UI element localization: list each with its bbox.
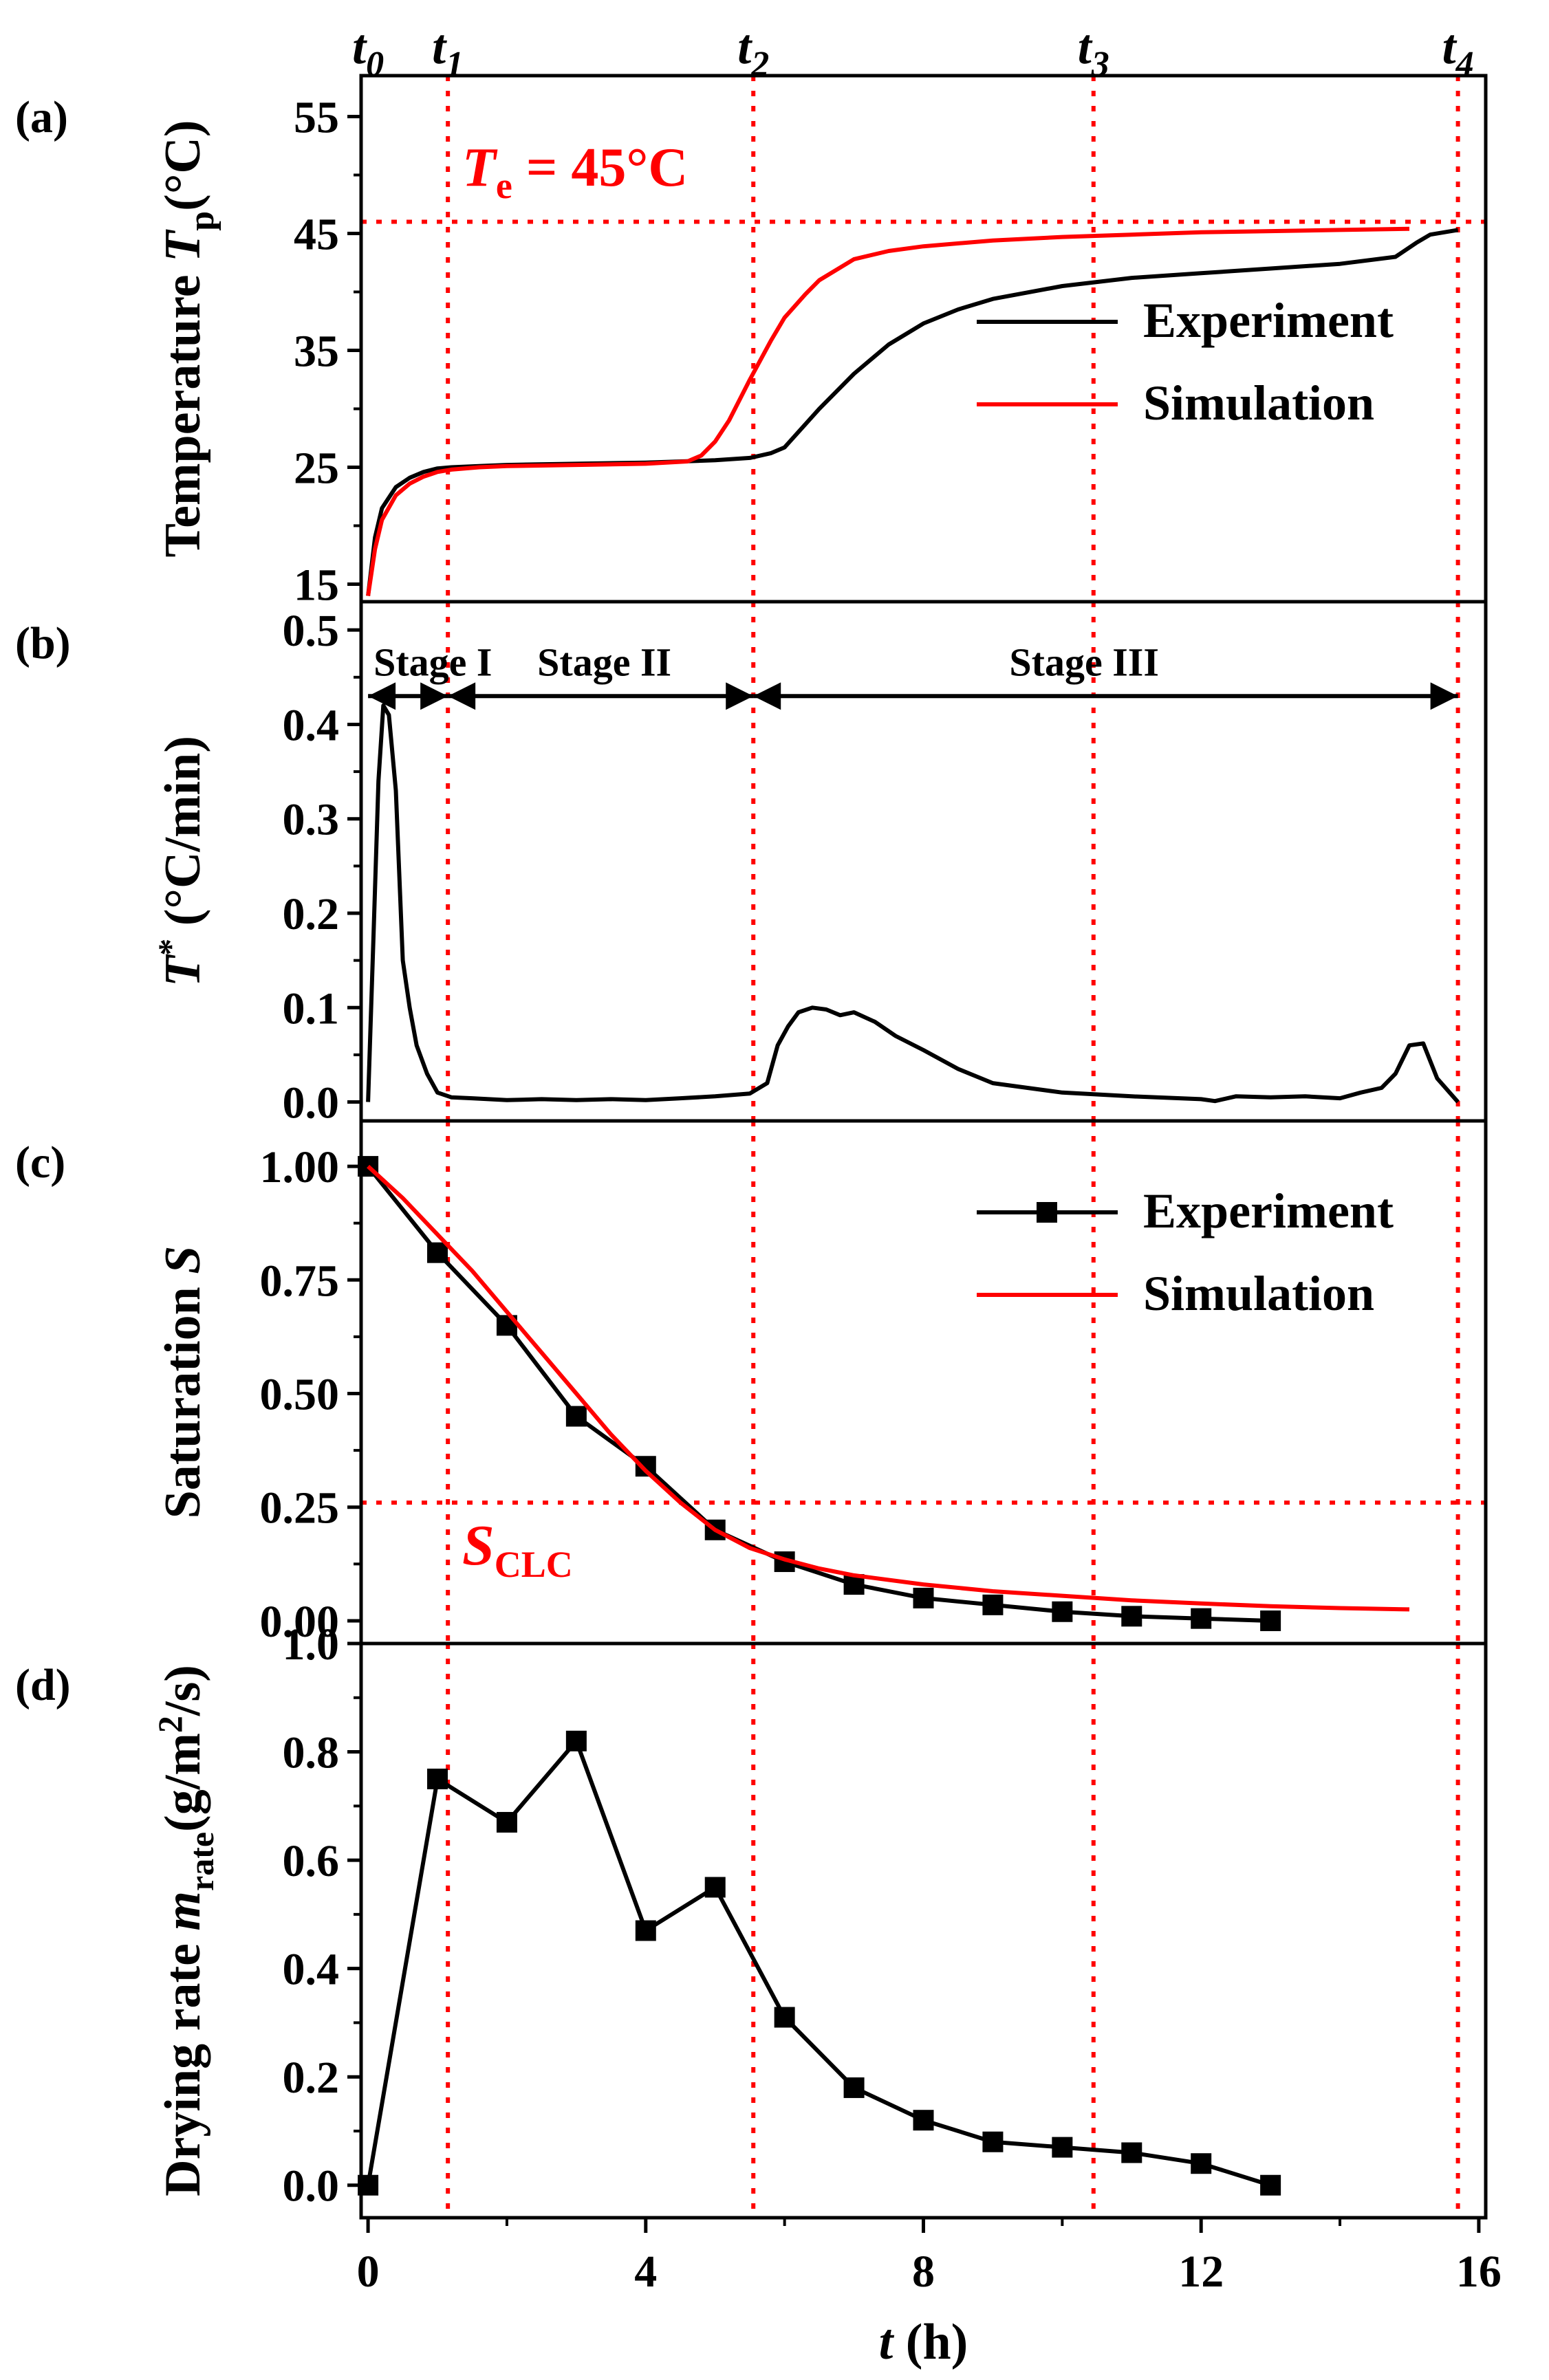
legend-label-c-0: Experiment (1143, 1183, 1394, 1238)
series-line-c-experiment (366, 1165, 1271, 1623)
ytick-label-b-3: 0.3 (283, 795, 340, 845)
xlabel: t (h) (879, 2314, 968, 2370)
ytick-label-b-0: 0.0 (283, 1078, 340, 1128)
panel-c: 0.00 0.25 0.50 0.75 1.00 (c) Experiment Simulat… (15, 1119, 1488, 1647)
legend-label-a-1: Simulation (1143, 375, 1374, 430)
panel-frame-b (359, 600, 1488, 1123)
legend-label-a-0: Experiment (1143, 293, 1394, 348)
series-line-a-simulation (366, 226, 1410, 596)
point-d-drying-rate-1 (427, 1768, 448, 1789)
ylabel-a: Temperature Tp(°C) (155, 120, 221, 558)
ylabel-c: Saturation S (155, 1246, 211, 1519)
ytick-label-d-2: 0.4 (283, 1945, 340, 1995)
series-line-a-experiment (366, 228, 1459, 596)
time-marker-t0: t0 (352, 19, 384, 84)
ytick-label-c-3: 0.75 (260, 1256, 340, 1306)
xtick-label-0: 0 (357, 2247, 380, 2297)
xtick-label-3: 12 (1178, 2247, 1224, 2297)
ytick-label-c-4: 1.00 (260, 1142, 340, 1192)
ylabel-d: Drying rate mrate(g/m2/s) (151, 1665, 221, 2196)
ytick-label-a-3: 45 (294, 210, 339, 260)
legend-marker-c-0 (1037, 1202, 1057, 1223)
point-d-drying-rate-10 (1052, 2137, 1073, 2158)
point-c-experiment-10 (1052, 1601, 1073, 1622)
panel-label-c: (c) (15, 1137, 65, 1188)
time-marker-t1: t1 (432, 19, 464, 84)
series-line-c-simulation (367, 1164, 1410, 1612)
ylabel-b: T* (°C/min) (151, 736, 211, 987)
point-d-drying-rate-13 (1260, 2174, 1281, 2196)
ytick-label-b-4: 0.4 (283, 700, 340, 750)
ytick-label-a-4: 55 (294, 93, 339, 143)
panel-a: 15 25 35 45 55 (a) Experiment Simulation Tempera… (15, 74, 1488, 611)
panel-d: 0.0 0.2 0.4 0.6 0.8 1.0 (d) Drying rate mrate(g… (15, 1619, 1502, 2370)
legend-label-c-1: Simulation (1143, 1266, 1374, 1321)
ytick-label-d-4: 0.8 (283, 1728, 340, 1778)
point-c-experiment-3 (565, 1406, 587, 1427)
series-line-d-drying-rate (366, 1738, 1271, 2187)
xtick-label-4: 16 (1456, 2247, 1502, 2297)
point-d-drying-rate-9 (982, 2131, 1004, 2152)
ytick-label-a-0: 15 (294, 560, 339, 611)
point-d-drying-rate-8 (913, 2110, 934, 2131)
point-c-experiment-1 (427, 1242, 448, 1263)
ytick-label-c-1: 0.25 (260, 1483, 340, 1533)
point-c-experiment-8 (913, 1587, 934, 1608)
point-d-drying-rate-2 (496, 1811, 517, 1833)
point-d-drying-rate-6 (774, 2007, 795, 2028)
panel-frame-d (359, 1641, 1488, 2220)
ytick-label-d-5: 1.0 (283, 1619, 340, 1670)
point-d-drying-rate-12 (1191, 2153, 1212, 2174)
point-c-experiment-11 (1121, 1606, 1142, 1627)
series-line-b-t- (366, 703, 1460, 1104)
point-d-drying-rate-7 (843, 2077, 865, 2098)
time-marker-t4: t4 (1442, 19, 1474, 84)
panel-b: 0.0 0.1 0.2 0.3 0.4 0.5 (b) T* (°C/min) Stage I S… (15, 600, 1488, 1128)
point-d-drying-rate-3 (565, 1730, 587, 1751)
panel-label-d: (d) (15, 1660, 71, 1710)
stage-label-1: Stage II (537, 640, 671, 684)
xtick-label-1: 4 (634, 2247, 657, 2297)
point-c-experiment-12 (1191, 1608, 1212, 1629)
ytick-label-d-3: 0.6 (283, 1836, 340, 1886)
ytick-label-b-1: 0.1 (283, 983, 340, 1034)
panel-label-a: (a) (15, 92, 68, 142)
ytick-label-a-1: 25 (294, 444, 339, 494)
xtick-label-2: 8 (912, 2247, 935, 2297)
ytick-label-c-0: 0.00 (260, 1597, 340, 1647)
panel-label-b: (b) (15, 618, 71, 668)
ytick-label-d-0: 0.0 (283, 2161, 340, 2212)
point-d-drying-rate-11 (1121, 2142, 1142, 2163)
time-marker-t3: t3 (1078, 19, 1109, 84)
time-marker-t2: t2 (737, 19, 769, 84)
stage-label-2: Stage III (1009, 640, 1159, 684)
point-d-drying-rate-4 (635, 1920, 656, 1941)
point-d-drying-rate-5 (704, 1877, 726, 1898)
ytick-label-b-5: 0.5 (283, 606, 340, 656)
ytick-label-a-2: 35 (294, 327, 339, 377)
point-c-experiment-13 (1260, 1610, 1281, 1631)
annotation-sclc: SCLC (462, 1514, 573, 1585)
ytick-label-c-2: 0.50 (260, 1370, 340, 1420)
ytick-label-d-1: 0.2 (283, 2053, 340, 2103)
point-c-experiment-9 (982, 1594, 1004, 1615)
ytick-label-b-2: 0.2 (283, 889, 340, 939)
stage-label-0: Stage I (373, 640, 492, 684)
annotation-te: Te = 45°C (462, 138, 688, 206)
